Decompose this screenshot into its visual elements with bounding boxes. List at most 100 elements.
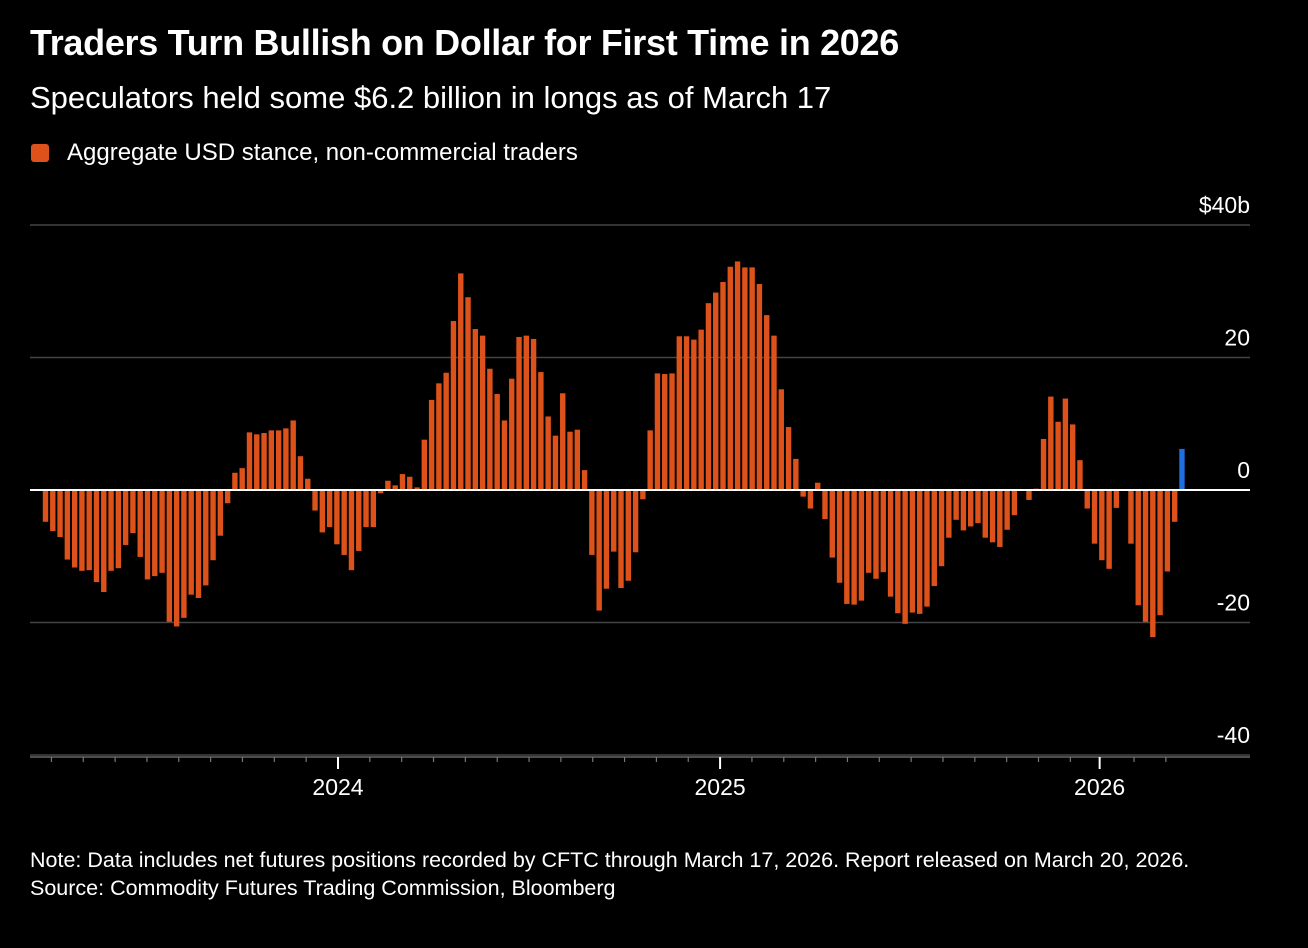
bar <box>727 266 733 490</box>
bar <box>902 490 908 624</box>
bar <box>611 490 617 552</box>
note-text: Note: Data includes net futures position… <box>30 848 1190 872</box>
bar <box>494 393 500 490</box>
bar <box>654 373 661 490</box>
bar-chart: $40b 20 0 -20 -40 2024 2025 2026 <box>30 192 1250 800</box>
bar <box>742 267 748 490</box>
bar <box>793 458 799 490</box>
bar <box>487 368 493 490</box>
bar <box>414 487 420 490</box>
y-tick-label: -20 <box>1217 590 1250 616</box>
bar <box>166 490 173 622</box>
bar <box>1142 490 1149 622</box>
bar <box>1084 490 1090 509</box>
bar <box>815 482 821 490</box>
bar <box>312 490 318 511</box>
bar <box>392 485 398 490</box>
bar <box>152 490 158 577</box>
bar <box>691 339 697 490</box>
bar <box>1069 424 1076 490</box>
bar <box>1157 490 1163 616</box>
bar <box>938 490 945 567</box>
bar <box>523 335 530 490</box>
bar <box>596 490 602 611</box>
bar <box>989 490 996 543</box>
bar <box>632 490 639 553</box>
bar <box>1150 490 1156 638</box>
bar <box>254 434 260 490</box>
bar <box>479 335 486 490</box>
bar <box>428 399 435 490</box>
bar <box>836 490 843 583</box>
bar <box>385 480 391 490</box>
bar <box>560 393 566 490</box>
bar <box>472 329 479 490</box>
legend: Aggregate USD stance, non-commercial tra… <box>31 139 578 167</box>
bar <box>924 490 930 607</box>
bar <box>377 490 384 494</box>
bar <box>683 336 690 490</box>
x-tick-label: 2025 <box>695 774 746 800</box>
bar <box>567 431 573 490</box>
bar <box>807 490 814 509</box>
bar <box>130 490 136 534</box>
bar <box>975 490 981 524</box>
bar <box>785 427 792 490</box>
bar <box>866 490 872 573</box>
bar <box>57 490 63 538</box>
bar <box>764 315 770 490</box>
bar <box>64 490 71 560</box>
bar <box>181 490 187 618</box>
bar <box>93 490 100 583</box>
bar <box>458 273 464 490</box>
bar <box>778 389 784 490</box>
bar <box>341 490 347 555</box>
bar <box>137 490 143 557</box>
bar <box>545 416 551 490</box>
bar <box>232 472 238 490</box>
bar <box>450 321 457 490</box>
bar <box>603 490 610 589</box>
bar <box>858 490 865 601</box>
chart-subtitle: Speculators held some $6.2 billion in lo… <box>30 80 832 115</box>
bar <box>275 430 282 490</box>
bar <box>822 490 828 520</box>
bar <box>574 429 581 490</box>
bar <box>880 490 886 573</box>
bar <box>698 329 704 490</box>
bar <box>734 261 741 490</box>
bar <box>297 456 304 490</box>
bar <box>771 335 777 490</box>
bar <box>1113 490 1120 508</box>
bar <box>909 490 916 613</box>
bar <box>1004 490 1010 530</box>
bar <box>195 490 202 598</box>
bar <box>756 283 763 490</box>
bar <box>283 428 289 490</box>
bar <box>305 478 311 490</box>
bar <box>997 490 1003 547</box>
bar <box>705 303 712 490</box>
bar <box>873 490 879 579</box>
bar <box>188 490 194 595</box>
bar <box>1062 398 1069 490</box>
bar <box>552 435 559 490</box>
bar <box>210 490 216 561</box>
bar <box>1011 490 1018 516</box>
bar <box>399 474 406 490</box>
bar <box>407 476 413 490</box>
bar <box>144 490 151 580</box>
bar <box>1055 421 1061 490</box>
bar <box>334 490 340 545</box>
bar <box>967 490 974 527</box>
bar <box>946 490 952 538</box>
bar <box>79 490 85 571</box>
bar <box>516 336 522 490</box>
bar <box>895 490 901 614</box>
x-tick-label: 2026 <box>1074 774 1125 800</box>
bar <box>326 490 333 528</box>
bar <box>713 292 719 490</box>
bar <box>669 373 675 490</box>
bar <box>676 336 682 490</box>
bar <box>443 372 449 490</box>
